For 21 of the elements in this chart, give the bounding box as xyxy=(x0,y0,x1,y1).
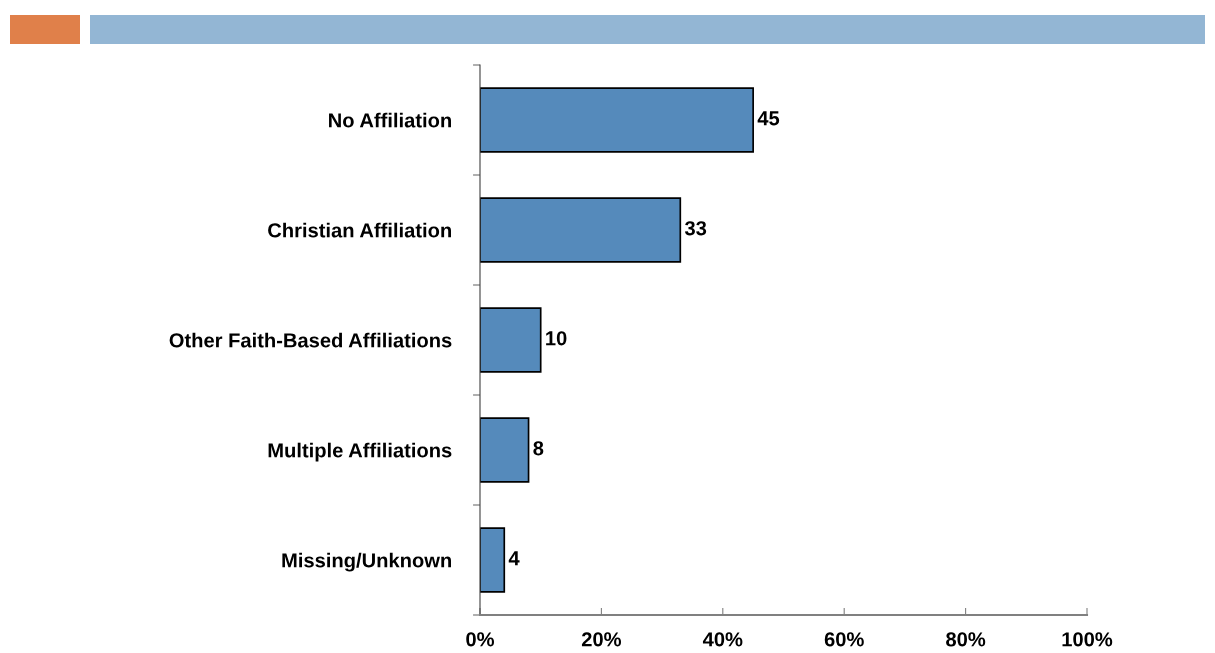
y-tick-label: No Affiliation xyxy=(329,112,451,128)
x-tick-label: 0% xyxy=(466,632,495,647)
data-label: 10 xyxy=(546,331,567,346)
bar xyxy=(480,527,506,593)
y-tick-label: Christian Affiliation xyxy=(268,222,451,238)
x-tick-label: 20% xyxy=(581,632,622,647)
bar xyxy=(480,417,530,483)
x-tick-label: 80% xyxy=(946,632,986,647)
bar xyxy=(480,197,682,263)
y-tick-label: Other Faith-Based Affiliations xyxy=(169,332,452,348)
y-tick-label: Missing/Unknown xyxy=(282,552,451,572)
x-tick-label: 40% xyxy=(702,632,743,647)
y-tick-label: Multiple Affiliations xyxy=(268,442,452,462)
data-label: 8 xyxy=(533,441,544,456)
bar xyxy=(480,87,754,153)
x-tick-label: 60% xyxy=(824,632,864,647)
data-label: 45 xyxy=(757,111,780,126)
bar xyxy=(480,307,542,373)
x-tick-label: 100% xyxy=(1062,632,1113,647)
data-label: 33 xyxy=(684,221,707,236)
data-label: 4 xyxy=(508,551,520,566)
